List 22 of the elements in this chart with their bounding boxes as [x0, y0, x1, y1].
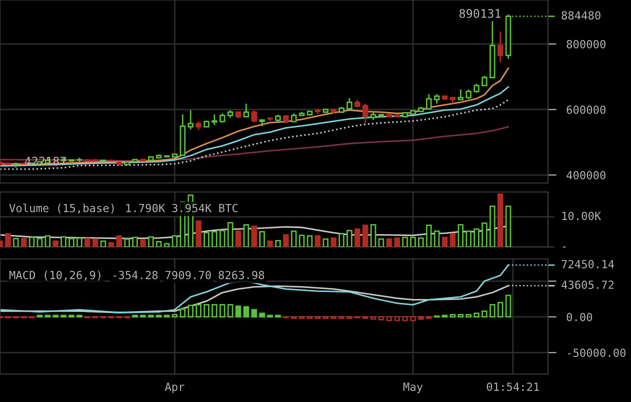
x-tick-label: May — [403, 382, 423, 394]
annotation: 422187 — [24, 156, 66, 166]
y-tick-label: 800000 — [566, 40, 606, 48]
annotation: 1.790K — [126, 204, 166, 212]
ref-line-label: 72450.14 — [562, 260, 614, 268]
annotation: 3.954K BTC — [172, 204, 238, 212]
annotation: 8263.98 — [218, 270, 264, 280]
annotation: -354.28 — [113, 270, 158, 280]
ref-line-label: 884480 — [562, 11, 600, 20]
x-tick-label: 01:54:21 — [486, 382, 539, 391]
text: Volume (15,base) — [9, 204, 114, 214]
text: MACD (10,26,9) — [9, 270, 100, 281]
x-tick-label: Apr — [164, 382, 184, 394]
y-tick-label: 400000 — [566, 171, 606, 180]
ref-line-label: - — [562, 246, 566, 248]
y-tick-label: 600000 — [566, 106, 606, 114]
y-tick-label: 0.00 — [566, 312, 592, 322]
annotation: 7909.70 — [166, 270, 211, 280]
annotation: 890131 — [459, 8, 501, 18]
ref-line-label: 43605.72 — [562, 280, 614, 289]
y-tick-label: -50000.00 — [568, 348, 626, 357]
ref-line-label: 10.00K — [562, 212, 602, 220]
